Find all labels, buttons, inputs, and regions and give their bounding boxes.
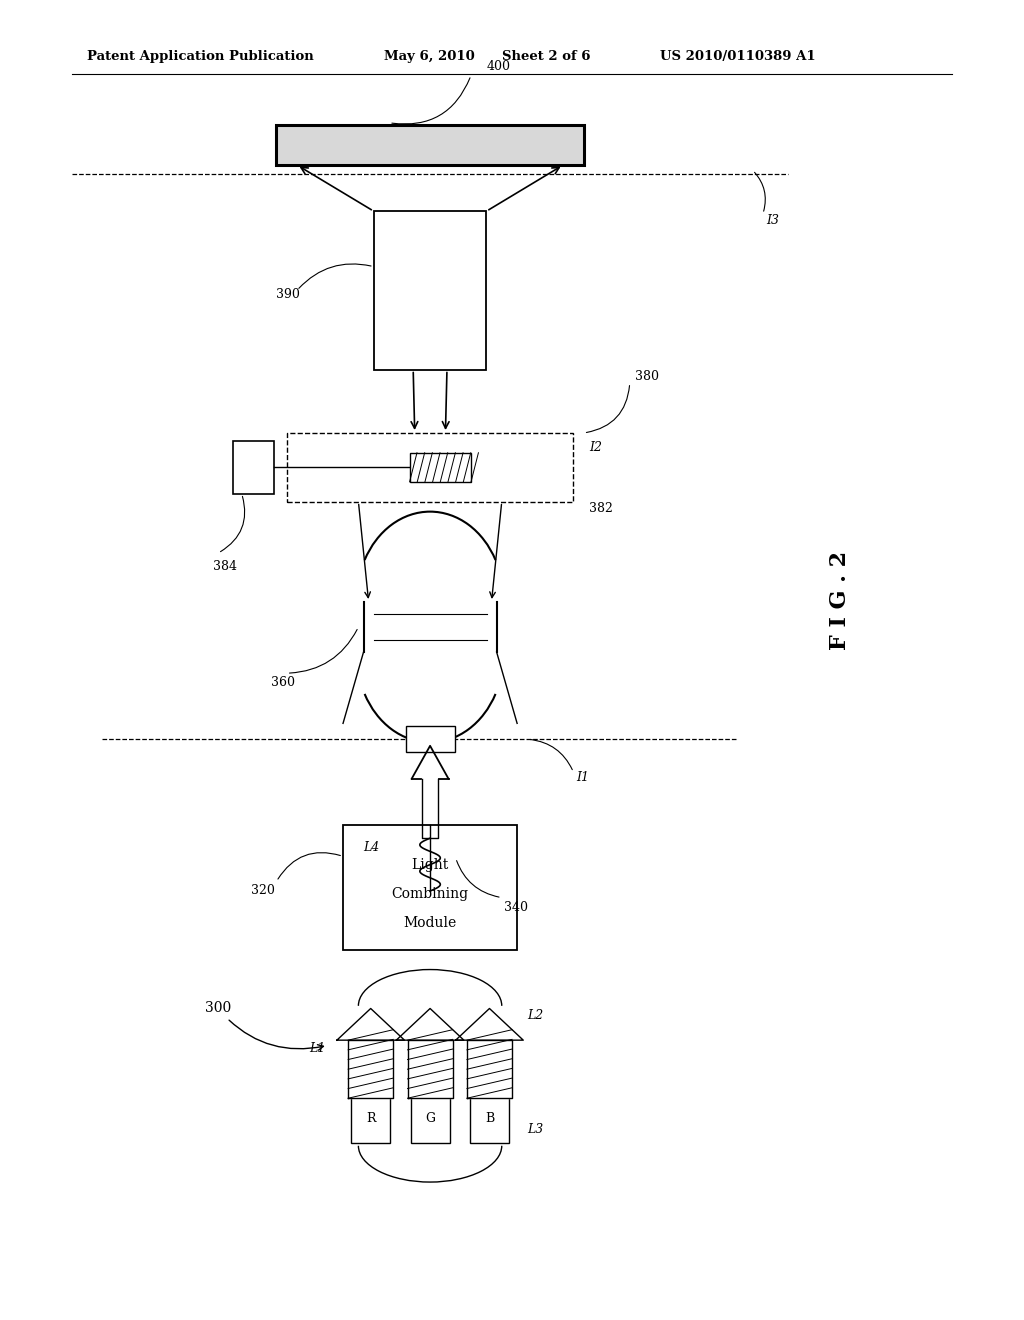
Text: I1: I1 [577, 771, 590, 784]
Text: L2: L2 [527, 1008, 544, 1022]
Bar [406, 726, 455, 752]
Text: Light: Light [412, 858, 449, 873]
Text: F I G . 2: F I G . 2 [828, 550, 851, 651]
Text: 320: 320 [251, 884, 274, 898]
Polygon shape [408, 1040, 453, 1098]
Text: I2: I2 [589, 441, 602, 454]
Bar [233, 441, 274, 494]
Text: May 6, 2010: May 6, 2010 [384, 50, 475, 63]
Text: US 2010/0110389 A1: US 2010/0110389 A1 [660, 50, 816, 63]
Text: Sheet 2 of 6: Sheet 2 of 6 [502, 50, 590, 63]
Text: R: R [366, 1111, 376, 1125]
Bar [411, 1093, 450, 1143]
Ellipse shape [364, 582, 497, 672]
Bar [343, 825, 517, 950]
Text: G: G [425, 1111, 435, 1125]
Bar [287, 433, 573, 502]
Polygon shape [348, 1040, 393, 1098]
Text: Module: Module [403, 916, 457, 929]
Text: 382: 382 [589, 502, 612, 515]
Polygon shape [396, 1008, 464, 1040]
Polygon shape [337, 1008, 404, 1040]
Text: 360: 360 [271, 676, 295, 689]
Bar [351, 1093, 390, 1143]
Bar [374, 211, 486, 370]
Bar [276, 125, 584, 165]
Text: I3: I3 [766, 214, 779, 227]
Text: 380: 380 [635, 370, 658, 383]
Polygon shape [456, 1008, 523, 1040]
Text: L1: L1 [309, 1041, 326, 1055]
Text: B: B [484, 1111, 495, 1125]
Bar [410, 453, 471, 482]
Bar [470, 1093, 509, 1143]
Text: L3: L3 [527, 1122, 544, 1135]
Text: 400: 400 [486, 59, 510, 73]
Text: 390: 390 [276, 288, 300, 301]
Text: 384: 384 [213, 560, 237, 573]
Text: Patent Application Publication: Patent Application Publication [87, 50, 313, 63]
Text: Combining: Combining [391, 887, 469, 902]
Text: L4: L4 [364, 841, 380, 854]
Polygon shape [467, 1040, 512, 1098]
Text: 340: 340 [504, 900, 527, 913]
Text: 300: 300 [205, 1002, 324, 1051]
